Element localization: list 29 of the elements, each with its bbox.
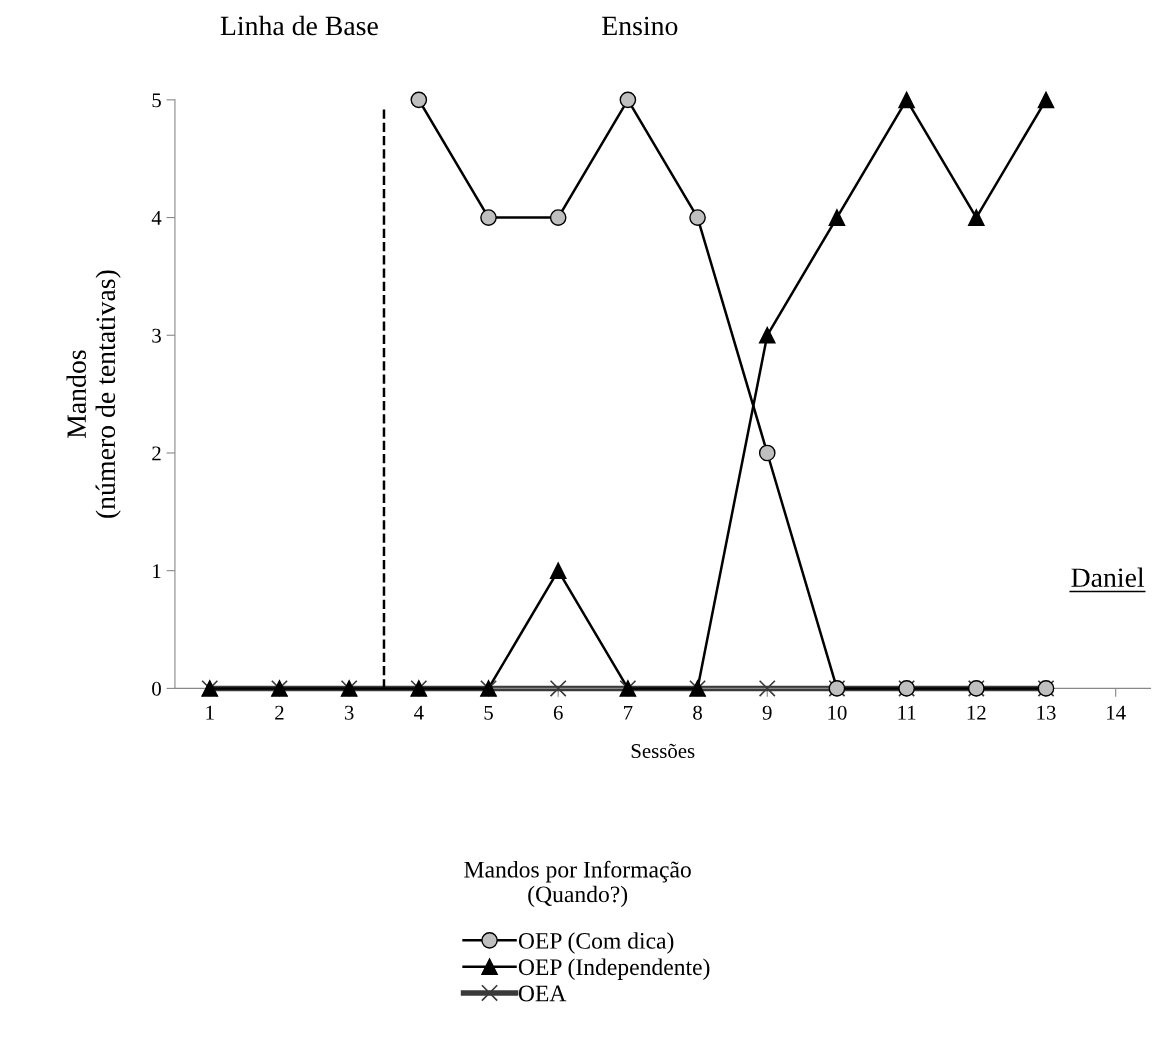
x-tick-label: 5: [484, 705, 493, 720]
y-axis-title: Mandos (número de tentativas): [66, 270, 121, 518]
legend-title: Mandos por Informação (Quando?): [464, 860, 691, 908]
y-tick-label: 2: [152, 446, 161, 461]
x-tick-label: 6: [553, 705, 563, 720]
text: Linha de Base: [220, 15, 378, 36]
x-tick-label: 10: [828, 705, 847, 720]
legend-label: OEA: [518, 985, 567, 1002]
x-tick-label: 2: [275, 705, 284, 720]
legend-label: OEP (Com dica): [518, 932, 674, 954]
x-tick-label: 13: [1037, 705, 1056, 720]
x-axis-title: Sessões: [631, 743, 695, 759]
y-tick-label: 5: [152, 93, 161, 108]
x-tick-label: 7: [624, 705, 633, 720]
text: Ensino: [602, 16, 678, 36]
annotation: Daniel: [1071, 567, 1145, 588]
y-tick-label: 3: [152, 328, 161, 343]
x-tick-label: 14: [1107, 705, 1126, 720]
x-tick-label: 9: [762, 705, 772, 720]
x-tick-label: 11: [898, 705, 916, 720]
x-tick-label: 4: [414, 705, 424, 720]
x-tick-label: 1: [206, 705, 214, 720]
x-tick-label: 3: [344, 705, 354, 720]
y-tick-label: 1: [153, 564, 161, 578]
x-tick-label: 8: [693, 705, 702, 720]
y-tick-label: 0: [152, 681, 161, 696]
y-tick-label: 4: [151, 211, 162, 225]
x-tick-label: 12: [967, 705, 986, 720]
legend-label: OEP (Independente): [518, 958, 710, 980]
